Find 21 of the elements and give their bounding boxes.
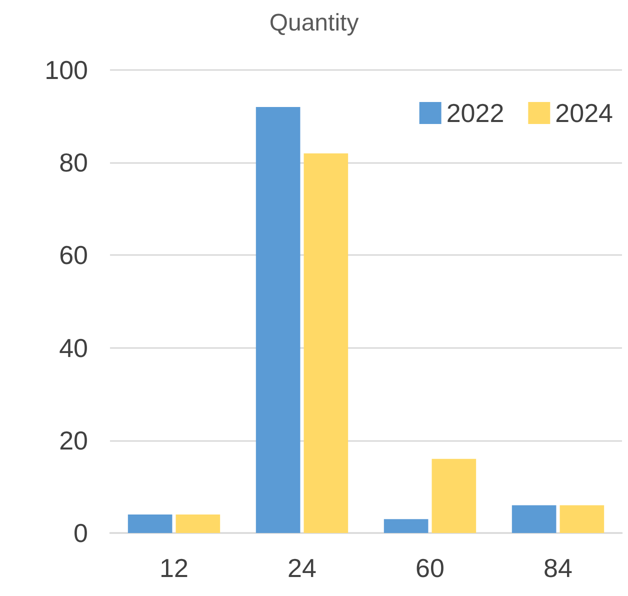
x-tick-label: 60 — [416, 553, 444, 583]
bar — [256, 107, 300, 533]
bar — [560, 505, 604, 533]
bar — [128, 514, 172, 533]
legend-label: 2022 — [446, 98, 504, 128]
y-tick-label: 20 — [59, 425, 88, 456]
x-tick-label: 84 — [544, 553, 572, 583]
y-tick-label: 100 — [44, 55, 88, 85]
x-tick-label: 12 — [160, 553, 188, 583]
bar — [512, 505, 556, 533]
y-tick-label: 40 — [59, 332, 88, 363]
chart-title: Quantity — [269, 10, 359, 36]
y-tick-label: 0 — [74, 518, 88, 548]
y-tick-label: 60 — [59, 240, 88, 270]
bar — [432, 458, 476, 533]
legend-label: 2024 — [555, 98, 614, 128]
bar — [384, 519, 428, 533]
bar — [176, 514, 220, 533]
x-tick-label: 24 — [288, 553, 316, 583]
y-tick-label: 80 — [59, 148, 88, 178]
bar — [304, 153, 348, 533]
